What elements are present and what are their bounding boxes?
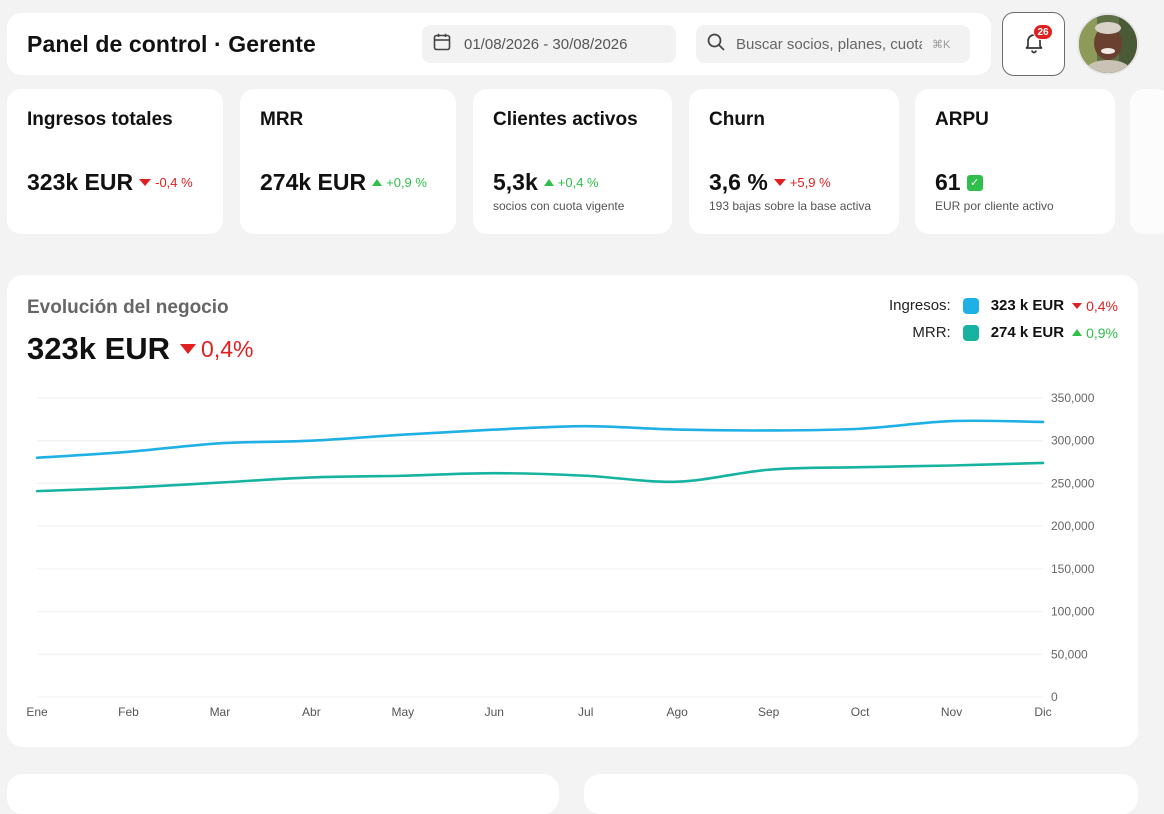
legend-name: MRR: bbox=[912, 324, 951, 341]
kpi-title: Ingresos totales bbox=[27, 109, 173, 130]
top-header: Panel de control · Gerente 01/08/2026 - … bbox=[7, 13, 991, 75]
trend-up-icon bbox=[543, 179, 554, 186]
series-line-ingresos[interactable] bbox=[35, 419, 1045, 460]
kpi-value: 3,6 % bbox=[709, 169, 768, 195]
kpi-card-overflow bbox=[1130, 89, 1164, 234]
date-range-label: 01/08/2026 - 30/08/2026 bbox=[464, 35, 628, 53]
x-tick-label: Feb bbox=[118, 705, 139, 719]
y-tick-label: 200,000 bbox=[1051, 519, 1095, 533]
search-icon bbox=[706, 32, 726, 57]
kpi-delta: -0,4 % bbox=[155, 175, 193, 190]
kpi-subtitle: 193 bajas sobre la base activa bbox=[709, 199, 872, 213]
x-tick-label: Sep bbox=[758, 705, 780, 719]
notifications-button[interactable]: 26 bbox=[1002, 12, 1065, 76]
chart-big-delta: 0,4% bbox=[201, 335, 254, 362]
kpi-value: 61 bbox=[935, 169, 961, 195]
x-tick-label: Ene bbox=[26, 705, 48, 719]
check-icon: ✓ bbox=[966, 174, 983, 191]
kpi-title: MRR bbox=[260, 109, 304, 130]
x-tick-label: Nov bbox=[941, 705, 962, 719]
trend-up-icon bbox=[1072, 329, 1083, 336]
x-tick-label: Ago bbox=[667, 705, 689, 719]
legend-delta: 0,4% bbox=[1086, 297, 1118, 314]
x-tick-label: Dic bbox=[1034, 705, 1051, 719]
y-tick-label: 100,000 bbox=[1051, 605, 1095, 619]
kpi-card-clientes-activos[interactable]: Clientes activos 5,3k +0,4 % socios con … bbox=[473, 89, 672, 234]
kpi-value: 5,3k bbox=[493, 169, 538, 195]
user-avatar[interactable] bbox=[1077, 13, 1139, 75]
kpi-card-arpu[interactable]: ARPU 61 ✓ EUR por cliente activo bbox=[915, 89, 1115, 234]
chart-heading: Evolución del negocio bbox=[27, 297, 229, 318]
kpi-delta: +0,9 % bbox=[386, 175, 427, 190]
x-tick-label: Oct bbox=[851, 705, 870, 719]
search-shortcut: ⌘K bbox=[932, 38, 951, 51]
y-tick-label: 0 bbox=[1051, 690, 1058, 704]
search-box[interactable]: ⌘K bbox=[696, 25, 970, 63]
trend-down-icon bbox=[1072, 302, 1083, 309]
bottom-card-left bbox=[7, 774, 559, 814]
kpi-title: Clientes activos bbox=[493, 109, 638, 130]
legend-item-ingresos[interactable]: Ingresos: 323 k EUR 0,4% bbox=[889, 297, 1118, 314]
date-range-picker[interactable]: 01/08/2026 - 30/08/2026 bbox=[422, 25, 676, 63]
search-input[interactable] bbox=[736, 35, 922, 53]
business-evolution-panel: Evolución del negocio 323k EUR 0,4% Ingr… bbox=[7, 275, 1138, 747]
calendar-icon bbox=[432, 32, 452, 56]
legend-name: Ingresos: bbox=[889, 297, 951, 314]
legend-swatch bbox=[962, 324, 979, 341]
kpi-card-mrr[interactable]: MRR 274k EUR +0,9 % bbox=[240, 89, 456, 234]
chart-legend: Ingresos: 323 k EUR 0,4% MRR: 274 k EUR … bbox=[889, 297, 1118, 341]
y-tick-label: 250,000 bbox=[1051, 476, 1095, 490]
kpi-title: ARPU bbox=[935, 109, 989, 130]
legend-item-mrr[interactable]: MRR: 274 k EUR 0,9% bbox=[912, 324, 1118, 341]
kpi-value: 274k EUR bbox=[260, 169, 367, 195]
kpi-subtitle: socios con cuota vigente bbox=[493, 199, 625, 213]
notifications-badge: 26 bbox=[1033, 24, 1053, 40]
trend-down-icon bbox=[180, 344, 197, 354]
kpi-subtitle: EUR por cliente activo bbox=[935, 199, 1054, 213]
legend-delta: 0,9% bbox=[1086, 324, 1118, 341]
y-tick-label: 350,000 bbox=[1051, 391, 1095, 405]
legend-swatch bbox=[962, 297, 979, 314]
kpi-title: Churn bbox=[709, 109, 765, 130]
kpi-card-ingresos[interactable]: Ingresos totales 323k EUR -0,4 % bbox=[7, 89, 223, 234]
line-chart: 350,000 300,000 250,000 200,000 150,000 100,0… bbox=[26, 391, 1095, 719]
kpi-card-churn[interactable]: Churn 3,6 % +5,9 % 193 bajas sobre la ba… bbox=[689, 89, 899, 234]
bottom-card-right bbox=[584, 774, 1138, 814]
x-tick-label: Abr bbox=[302, 705, 321, 719]
legend-value: 274 k EUR bbox=[990, 324, 1065, 341]
x-tick-label: Jul bbox=[578, 705, 593, 719]
trend-down-icon bbox=[139, 179, 152, 186]
x-tick-label: Jun bbox=[485, 705, 504, 719]
y-tick-label: 300,000 bbox=[1051, 434, 1095, 448]
y-tick-label: 50,000 bbox=[1051, 647, 1088, 661]
chart-big-value: 323k EUR bbox=[27, 331, 171, 366]
legend-value: 323 k EUR bbox=[990, 297, 1065, 314]
page-title: Panel de control · Gerente bbox=[27, 31, 316, 57]
kpi-value: 323k EUR bbox=[27, 169, 134, 195]
series-line-mrr[interactable] bbox=[35, 461, 1045, 493]
y-tick-label: 150,000 bbox=[1051, 562, 1095, 576]
x-tick-label: May bbox=[391, 705, 414, 719]
trend-down-icon bbox=[773, 179, 786, 186]
x-tick-label: Mar bbox=[210, 705, 231, 719]
kpi-delta: +5,9 % bbox=[789, 175, 831, 190]
trend-up-icon bbox=[372, 179, 383, 186]
kpi-delta: +0,4 % bbox=[557, 175, 599, 190]
